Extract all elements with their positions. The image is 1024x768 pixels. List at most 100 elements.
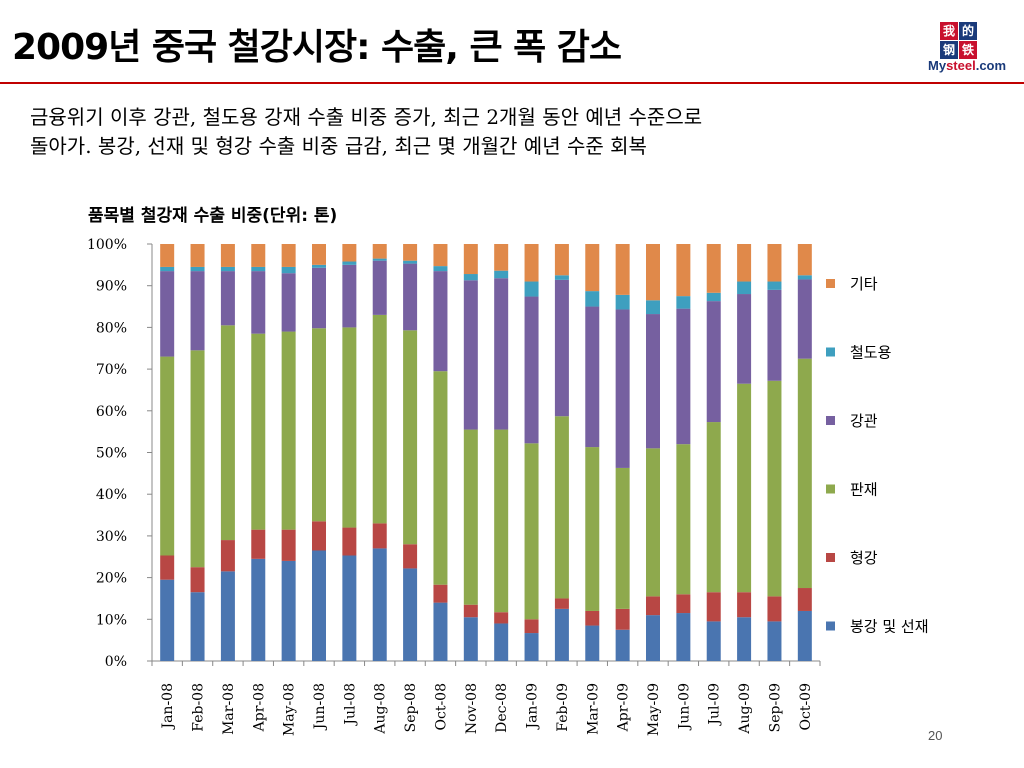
bar-segment — [646, 244, 660, 301]
y-tick-label: 10% — [96, 612, 127, 628]
y-tick-label: 100% — [87, 237, 127, 253]
bar-segment — [403, 263, 418, 331]
x-tick-label: May-08 — [282, 683, 298, 736]
bar-segment — [251, 266, 266, 272]
bar-segment — [737, 617, 752, 661]
bar-segment — [463, 604, 478, 618]
bar-segment — [676, 594, 691, 614]
bar-segment — [342, 261, 357, 265]
title-divider — [0, 82, 1024, 84]
bar-segment — [251, 558, 266, 661]
bar-segment — [524, 281, 539, 297]
bar-segment — [797, 244, 812, 276]
bar-segment — [676, 444, 691, 595]
subtitle-line-2: 돌아가. 봉강, 선재 및 형강 수출 비중 급감, 최근 몇 개월간 예년 수… — [30, 134, 647, 158]
bar-segment — [585, 291, 600, 307]
bar-segment — [312, 244, 326, 265]
bar-segment — [342, 244, 357, 262]
bar-segment — [372, 523, 387, 549]
x-tick-label: May-09 — [646, 683, 662, 736]
bar-segment — [251, 333, 266, 530]
bar-segment — [797, 358, 812, 589]
bar-segment — [220, 244, 235, 267]
bar-segment — [737, 244, 752, 282]
bar-segment — [494, 612, 509, 624]
bar-segment — [767, 289, 782, 381]
bar-segment — [372, 260, 387, 315]
bar-segment — [433, 371, 448, 585]
bar-segment — [220, 266, 235, 272]
bar-segment — [281, 529, 296, 561]
bar-segment — [615, 629, 630, 661]
y-tick-label: 20% — [96, 571, 127, 587]
bar-segment — [160, 244, 175, 267]
bar-segment — [585, 625, 600, 661]
bar-segment — [342, 527, 357, 556]
logo-char-3: 钢 — [940, 41, 958, 59]
bar-segment — [737, 383, 752, 593]
bar-segment — [554, 275, 569, 280]
y-tick-label: 50% — [96, 446, 127, 462]
bar-segment — [494, 244, 509, 271]
chart-title: 품목별 철강재 수출 비중(단위: 톤) — [88, 206, 338, 226]
bar-segment — [585, 610, 600, 626]
bar-segment — [463, 429, 478, 605]
bar-segment — [797, 275, 812, 280]
slide-subtitle: 금융위기 이후 강관, 철도용 강재 수출 비중 증가, 최근 2개월 동안 예… — [30, 103, 990, 161]
bar-segment — [190, 271, 205, 351]
bar-segment — [554, 244, 569, 276]
x-tick-label: Sep-09 — [767, 683, 783, 732]
logo-wordmark: Mysteel.com — [928, 58, 1007, 73]
bar-segment — [251, 244, 266, 267]
bar-segment — [676, 613, 691, 661]
bar-segment — [524, 443, 539, 620]
bar-segment — [220, 571, 235, 661]
legend-label: 기타 — [850, 275, 878, 293]
y-tick-label: 70% — [96, 362, 127, 378]
bar-segment — [706, 301, 721, 423]
bar-segment — [281, 331, 296, 530]
legend-swatch — [826, 279, 835, 288]
bar-segment — [646, 314, 660, 449]
bar-segment — [312, 264, 326, 268]
bar-segment — [190, 592, 205, 661]
bar-segment — [190, 567, 205, 593]
bar-segment — [797, 588, 812, 611]
logo-char-1: 我 — [940, 22, 958, 40]
x-tick-label: Jun-09 — [676, 683, 692, 731]
bar-segment — [160, 555, 175, 580]
bar-segment — [463, 280, 478, 430]
bar-segment — [585, 306, 600, 448]
bar-segment — [494, 623, 509, 661]
bar-segment — [372, 548, 387, 661]
bar-segment — [403, 244, 418, 261]
bar-segment — [403, 330, 418, 545]
bar-segment — [160, 579, 175, 661]
bar-segment — [706, 292, 721, 302]
bar-segment — [403, 568, 418, 661]
bar-segment — [797, 610, 812, 661]
x-tick-label: Apr-08 — [251, 683, 267, 732]
bar-segment — [220, 540, 235, 572]
x-tick-label: Aug-09 — [737, 683, 753, 735]
bar-segment — [372, 244, 387, 259]
bar-segment — [767, 380, 782, 597]
bar-segment — [524, 244, 539, 282]
bar-segment — [706, 244, 721, 293]
bar-segment — [524, 633, 539, 661]
bar-segment — [554, 598, 569, 609]
bar-segment — [190, 350, 205, 568]
legend-swatch — [826, 621, 835, 631]
bar-segment — [251, 529, 266, 559]
bar-segment — [160, 271, 175, 357]
x-tick-label: Feb-08 — [191, 683, 207, 732]
bar-segment — [554, 608, 569, 661]
bar-segment — [615, 608, 630, 630]
bar-segment — [403, 544, 418, 569]
x-tick-label: Mar-09 — [585, 683, 601, 735]
bar-segment — [220, 271, 235, 326]
bar-segment — [767, 596, 782, 622]
bar-segment — [251, 271, 266, 334]
bar-segment — [676, 244, 691, 297]
